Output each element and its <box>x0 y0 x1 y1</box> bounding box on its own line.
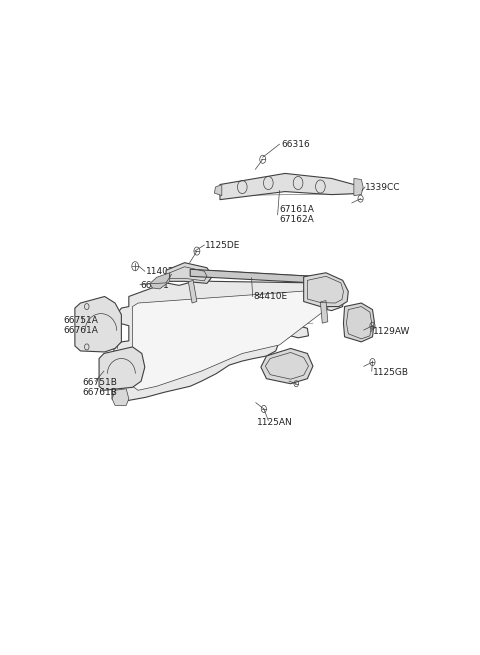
Text: 1339CC: 1339CC <box>365 183 400 191</box>
Polygon shape <box>354 178 363 196</box>
Text: 1125GB: 1125GB <box>372 367 408 377</box>
Polygon shape <box>75 297 121 352</box>
Polygon shape <box>215 185 222 196</box>
Text: 66701: 66701 <box>140 281 169 290</box>
Polygon shape <box>132 290 328 390</box>
Text: 66751A
66761A: 66751A 66761A <box>64 316 98 335</box>
Text: 66751B
66761B: 66751B 66761B <box>83 377 117 397</box>
Polygon shape <box>150 272 170 289</box>
Polygon shape <box>261 348 313 384</box>
Polygon shape <box>304 272 348 307</box>
Polygon shape <box>188 280 197 303</box>
Polygon shape <box>166 263 213 284</box>
Polygon shape <box>190 269 313 283</box>
Polygon shape <box>99 347 145 390</box>
Polygon shape <box>112 389 129 405</box>
Text: 11407: 11407 <box>145 267 174 276</box>
Text: 66316: 66316 <box>281 140 310 149</box>
Polygon shape <box>321 301 328 323</box>
Polygon shape <box>344 303 374 342</box>
Polygon shape <box>220 174 358 200</box>
Text: 1125DE: 1125DE <box>205 240 240 250</box>
Text: 67161A
67162A: 67161A 67162A <box>279 205 314 225</box>
Text: 1129AW: 1129AW <box>372 328 410 336</box>
Text: 84410E: 84410E <box>253 292 288 301</box>
Text: 1125AN: 1125AN <box>257 418 293 427</box>
Polygon shape <box>190 269 315 282</box>
Polygon shape <box>112 280 343 404</box>
